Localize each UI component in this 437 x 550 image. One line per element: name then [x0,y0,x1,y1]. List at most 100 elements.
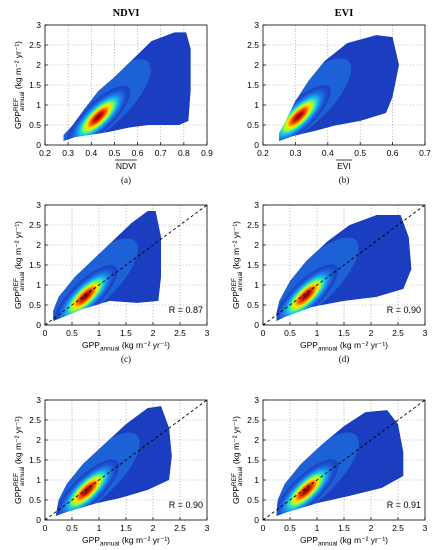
y-tick-label: 1.5 [247,260,259,270]
x-tick-label: 0.5 [109,148,121,158]
correlation-label: R = 0.87 [169,305,203,315]
one-to-one-line [262,204,426,326]
x-tick-label: 2.5 [174,523,186,533]
x-tick-label: 0.5 [284,328,296,338]
y-tick-label: 2.5 [29,40,41,50]
y-tick-label: 0 [254,515,259,525]
x-tick-label: 0.4 [85,148,97,158]
y-tick-label: 1.5 [247,455,259,465]
correlation-label: R = 0.91 [387,500,421,510]
density-cloud [276,215,412,321]
y-tick-label: 1 [254,475,259,485]
y-tick-label: 2 [254,60,259,70]
y-tick-label: 0.5 [247,495,259,505]
density-cloud [276,410,404,516]
panel-label: (a) [121,175,131,185]
x-tick-label: 0 [43,328,48,338]
x-tick-label: 0 [261,523,266,533]
one-to-one-line [44,399,208,521]
one-to-one-line [262,399,426,521]
y-tick-label: 2 [254,240,259,250]
y-tick-label: 2.5 [247,415,259,425]
x-tick-label: 2 [369,328,374,338]
x-axis-label: GPPannual (kg m⁻² yr⁻¹) [82,535,170,548]
y-tick-label: 3 [36,200,41,210]
density-core [276,264,339,321]
y-axis-label: GPPREFannual (kg m⁻² yr⁻¹) [13,416,26,504]
panel-label: (b) [339,175,350,185]
y-tick-label: 2 [36,435,41,445]
column-title-ndvi: NDVI [113,8,140,19]
panel-e: 0 0.5 1 1.5 2 2.5 3 0 0.5 1 1.5 2 2.5 3 GPPannual (kg … [13,395,210,550]
y-tick-label: 0.5 [29,120,41,130]
density-core [53,265,118,321]
y-tick-label: 0.5 [247,300,259,310]
x-tick-label: 3 [205,523,210,533]
y-tick-label: 0.5 [247,120,259,130]
y-axis-label: GPPREFannual (kg m⁻² yr⁻¹) [13,41,26,129]
x-tick-label: 2.5 [392,328,404,338]
density-core [66,85,131,142]
y-tick-label: 1.5 [247,80,259,90]
y-tick-label: 3 [254,395,259,405]
y-tick-label: 2.5 [247,40,259,50]
y-axis-label: GPPREFannual (kg m⁻² yr⁻¹) [231,416,244,504]
panel-c: 0 0.5 1 1.5 2 2.5 3 0 0.5 1 1.5 2 2.5 3 GPPannual (kg … [13,200,210,364]
panel-label: (d) [339,354,350,364]
x-axis-label: GPPannual (kg m⁻² yr⁻¹) [82,340,170,353]
x-tick-label: 0.2 [39,148,51,158]
y-tick-label: 0 [254,320,259,330]
y-axis-label: GPPREFannual (kg m⁻² yr⁻¹) [231,221,244,309]
y-tick-label: 0.5 [29,300,41,310]
y-tick-label: 1.5 [29,80,41,90]
x-tick-label: 1.5 [338,523,350,533]
y-tick-label: 2 [36,60,41,70]
y-tick-label: 0 [36,515,41,525]
x-tick-label: 1.5 [338,328,350,338]
x-tick-label: 3 [423,328,428,338]
x-tick-label: 0 [261,328,266,338]
panel-f: 0 0.5 1 1.5 2 2.5 3 0 0.5 1 1.5 2 2.5 3 GPPannual (kg … [231,395,428,550]
density-core [279,85,331,141]
x-axis-label: GPPannual (kg m⁻² yr⁻¹) [300,340,388,353]
y-tick-label: 1 [36,280,41,290]
y-tick-label: 2 [36,240,41,250]
density-cloud [55,406,172,516]
x-tick-label: 2.5 [392,523,404,533]
y-axis-label: GPPREFannual (kg m⁻² yr⁻¹) [13,221,26,309]
y-tick-label: 2.5 [29,415,41,425]
x-tick-label: 1 [97,523,102,533]
x-axis-label: GPPannual (kg m⁻² yr⁻¹) [300,535,388,548]
y-tick-label: 3 [36,395,41,405]
x-tick-label: 1.5 [120,328,132,338]
x-tick-label: 0 [43,523,48,533]
x-tick-label: 0.8 [178,148,190,158]
one-to-one-line [44,204,208,326]
x-tick-label: 0.3 [62,148,74,158]
y-tick-label: 0 [36,320,41,330]
x-tick-label: 0.4 [322,148,334,158]
density-cloud [53,211,162,321]
x-tick-label: 0.5 [66,523,78,533]
x-tick-label: 0.9 [201,148,213,158]
x-tick-label: 3 [423,523,428,533]
y-tick-label: 3 [36,20,41,30]
y-tick-label: 1 [36,475,41,485]
x-tick-label: 0.7 [419,148,431,158]
x-tick-label: 0.5 [66,328,78,338]
x-tick-label: 1 [315,523,320,533]
x-tick-label: 3 [205,328,210,338]
y-tick-label: 2.5 [29,220,41,230]
x-tick-label: 2 [151,523,156,533]
x-tick-label: 0.7 [155,148,167,158]
y-tick-label: 0 [254,140,259,150]
x-axis-label: NDVI [116,161,136,171]
x-tick-label: 2 [369,523,374,533]
panel-a: 0.2 0.3 0.4 0.5 0.6 0.7 0.8 0.9 0 0.5 1 1.5 2 2.5 3 NDV… [13,20,213,185]
y-tick-label: 1.5 [29,455,41,465]
x-tick-label: 1 [97,328,102,338]
y-tick-label: 1 [36,100,41,110]
density-cloud [63,32,191,142]
density-core [55,459,119,516]
